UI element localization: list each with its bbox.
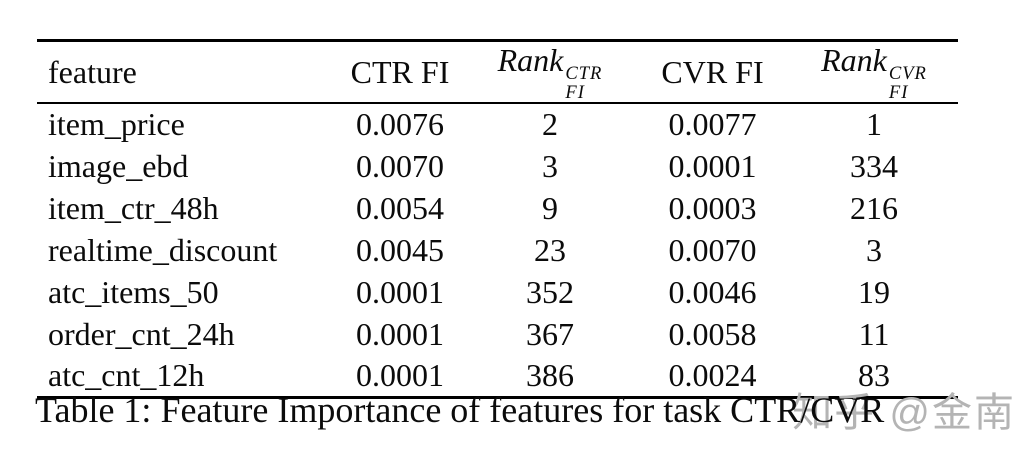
value-cell: 0.0045 — [356, 231, 444, 268]
table-row: item_ctr_48h 0.0054 9 0.0003 216 — [37, 187, 958, 229]
value-cell: 0.0054 — [356, 189, 444, 226]
table-row: realtime_discount 0.0045 23 0.0070 3 — [37, 229, 958, 271]
col-header-cvr-fi: CVR FI — [661, 53, 764, 90]
rank-ctr-sub: FI — [565, 81, 585, 103]
feature-cell: order_cnt_24h — [48, 315, 235, 352]
value-cell: 216 — [850, 189, 898, 226]
col-header-ctr-fi: CTR FI — [350, 53, 450, 90]
value-cell: 2 — [542, 106, 558, 143]
value-cell: 3 — [866, 231, 882, 268]
col-header-feature: feature — [48, 53, 137, 90]
col-header-rank-ctr: Rank CTR FI — [465, 41, 635, 104]
table-header-row: feature CTR FI Rank CTR FI CVR FI Rank CVR F… — [37, 41, 958, 104]
table-row: atc_cnt_12h 0.0001 386 0.0024 83 — [37, 355, 958, 397]
value-cell: 0.0003 — [668, 189, 757, 226]
watermark: 知乎 @金南 — [792, 391, 1016, 435]
value-cell: 0.0024 — [668, 357, 757, 394]
value-cell: 0.0001 — [668, 147, 757, 184]
col-header-rank-cvr: Rank CVR FI — [790, 41, 958, 104]
feature-cell: atc_cnt_12h — [48, 357, 205, 394]
table-body: item_price 0.0076 2 0.0077 1 image_ebd 0.0070 3… — [37, 103, 958, 397]
feature-importance-table: feature CTR FI Rank CTR FI CVR FI Rank CVR F… — [37, 39, 958, 399]
rank-cvr-sup: CVR — [888, 63, 927, 85]
value-cell: 83 — [858, 357, 890, 394]
rank-cvr-base: Rank — [821, 42, 887, 78]
value-cell: 352 — [526, 273, 574, 310]
rank-ctr-supsub: CTR FI — [565, 65, 602, 102]
value-cell: 367 — [526, 315, 574, 352]
value-cell: 23 — [534, 231, 566, 268]
value-cell: 0.0001 — [356, 315, 444, 352]
value-cell: 11 — [858, 315, 890, 352]
value-cell: 0.0070 — [356, 147, 444, 184]
value-cell: 3 — [542, 147, 558, 184]
table-row: order_cnt_24h 0.0001 367 0.0058 11 — [37, 313, 958, 355]
rank-cvr-supsub: CVR FI — [889, 65, 927, 102]
value-cell: 0.0046 — [668, 273, 757, 310]
rank-ctr-base: Rank — [497, 42, 564, 78]
value-cell: 334 — [850, 147, 898, 184]
value-cell: 19 — [858, 273, 890, 310]
value-cell: 9 — [542, 189, 558, 226]
feature-cell: image_ebd — [48, 147, 189, 184]
rank-cvr-math: Rank CVR FI — [821, 42, 927, 101]
feature-cell: realtime_discount — [48, 231, 278, 268]
rank-ctr-sup: CTR — [565, 63, 603, 85]
value-cell: 0.0076 — [356, 106, 444, 143]
feature-cell: item_price — [48, 106, 185, 143]
value-cell: 0.0070 — [668, 231, 757, 268]
rank-cvr-sub: FI — [888, 81, 909, 103]
feature-cell: item_ctr_48h — [48, 189, 219, 226]
rank-ctr-math: Rank CTR FI — [497, 42, 603, 101]
table-row: atc_items_50 0.0001 352 0.0046 19 — [37, 271, 958, 313]
value-cell: 0.0001 — [356, 357, 444, 394]
feature-cell: atc_items_50 — [48, 273, 219, 310]
value-cell: 386 — [526, 357, 574, 394]
table-row: item_price 0.0076 2 0.0077 1 — [37, 103, 958, 145]
table: feature CTR FI Rank CTR FI CVR FI Rank CVR F… — [37, 39, 958, 399]
table-row: image_ebd 0.0070 3 0.0001 334 — [37, 145, 958, 187]
table-caption: Table 1: Feature Importance of features … — [35, 390, 885, 430]
value-cell: 0.0077 — [668, 106, 757, 143]
value-cell: 0.0058 — [668, 315, 757, 352]
value-cell: 1 — [866, 106, 882, 143]
value-cell: 0.0001 — [356, 273, 444, 310]
